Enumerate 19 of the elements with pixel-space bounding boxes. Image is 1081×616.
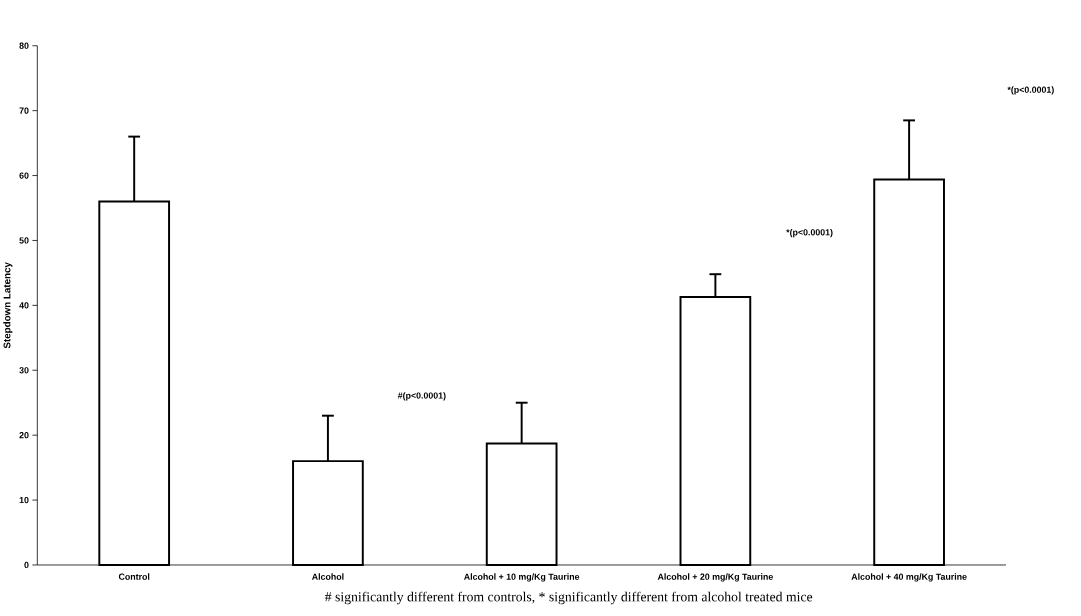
y-axis-title: Stepdown Latency (3, 262, 13, 349)
text: *(p<0.0001) (1007, 86, 1054, 95)
y-tick-label: 0 (24, 562, 29, 569)
annotation: *(p<0.0001) (786, 229, 833, 238)
y-tick-label: 60 (19, 172, 29, 179)
x-tick-label: Alcohol + 40 mg/Kg Taurine (851, 573, 967, 582)
y-tick-label: 20 (19, 432, 29, 439)
annotation: #(p<0.0001) (397, 392, 446, 401)
y-tick-label: 40 (19, 302, 29, 309)
x-tick-label: Alcohol + 20 mg/Kg Taurine (657, 573, 773, 582)
text: # significantly different from controls, * significantly different from alcohol treated mice (325, 591, 813, 605)
x-tick-label: Alcohol + 10 mg/Kg Taurine (464, 573, 580, 582)
x-tick-label: Control (118, 573, 150, 581)
y-tick-label: 80 (19, 42, 29, 50)
y-tick-label: 70 (19, 107, 29, 114)
y-tick-label: 10 (19, 497, 29, 504)
y-tick-label: 50 (19, 237, 29, 244)
y-tick-label: 30 (19, 367, 29, 374)
x-tick-label: Alcohol (311, 573, 344, 581)
